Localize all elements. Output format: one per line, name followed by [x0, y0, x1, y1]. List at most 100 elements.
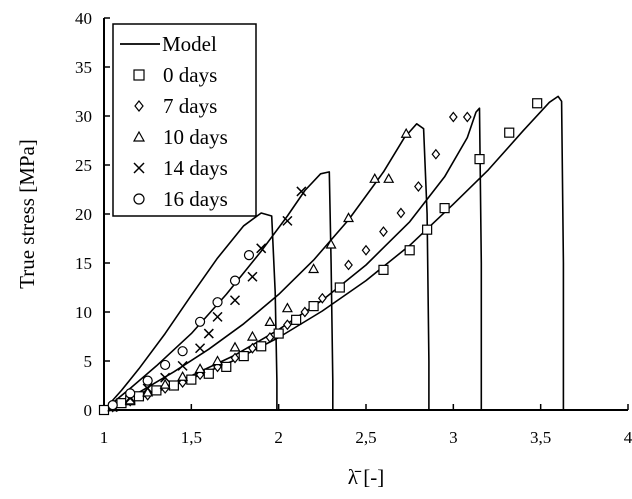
triangle-marker: [343, 212, 355, 223]
cross-marker: [256, 243, 267, 254]
square-marker: [186, 374, 197, 385]
cross-stroke: [177, 360, 188, 371]
triangle-marker: [308, 263, 320, 274]
diamond-marker: [431, 148, 441, 160]
circle-marker: [125, 388, 136, 399]
circle-marker: [142, 375, 153, 386]
cross-stroke: [195, 343, 206, 354]
cross-marker: [203, 328, 214, 339]
legend-label: 0 days: [163, 63, 217, 87]
cross-stroke: [229, 295, 241, 306]
square-marker: [532, 98, 543, 109]
cross-marker: [212, 311, 223, 322]
square-marker: [308, 301, 319, 312]
data-markers: [98, 98, 543, 416]
cross-stroke: [247, 271, 258, 282]
cross-stroke: [256, 243, 267, 254]
y-tick-label: 15: [75, 254, 92, 273]
circle-marker: [107, 400, 118, 411]
square-marker: [221, 361, 232, 372]
diamond-marker: [361, 244, 371, 256]
cross-marker: [247, 271, 258, 282]
cross-marker: [177, 360, 188, 371]
legend-box: [112, 23, 257, 217]
cross-marker: [296, 186, 307, 197]
x-tick-label: 1: [100, 428, 109, 447]
diamond-marker: [414, 181, 423, 193]
cross-marker: [133, 162, 145, 174]
x-tick-label: 3: [449, 428, 458, 447]
diamond-marker: [283, 319, 292, 331]
square-marker: [378, 264, 389, 275]
x-tick-label: 3,5: [530, 428, 551, 447]
square-marker: [98, 404, 110, 416]
y-tick-label: 20: [75, 205, 92, 224]
cross-stroke: [160, 372, 171, 383]
circle-marker: [194, 316, 206, 327]
diamond-marker: [396, 207, 406, 219]
square-marker: [291, 314, 302, 325]
y-axis-title: True stress [MPa]: [15, 139, 39, 289]
cross-stroke: [142, 383, 153, 394]
diamond-marker: [230, 352, 240, 364]
cross-marker: [195, 343, 206, 354]
cross-stroke: [282, 215, 293, 226]
square-marker: [422, 224, 433, 235]
cross-stroke: [203, 328, 214, 339]
diamond-marker: [344, 259, 353, 271]
diamond-marker: [265, 332, 275, 343]
square-marker: [504, 127, 515, 138]
legend-label: 14 days: [163, 156, 228, 180]
legend-label: 10 days: [163, 125, 228, 149]
circle-marker: [177, 346, 188, 357]
y-tick-label: 25: [75, 156, 92, 175]
y-tick-label: 10: [75, 303, 92, 322]
square-marker: [474, 154, 485, 165]
x-axis-title: λ̄ [-]: [348, 465, 384, 489]
diamond-marker: [379, 226, 388, 238]
circle-marker: [160, 359, 171, 371]
square-marker: [151, 385, 162, 396]
legend: Model 0 days 7 days 10 days 14 days 16 days: [112, 23, 257, 217]
diamond-marker: [248, 342, 257, 354]
x-tick-label: 4: [624, 428, 632, 447]
x-tick-label: 2,5: [355, 428, 376, 447]
triangle-marker: [369, 172, 381, 183]
square-marker: [133, 391, 145, 402]
legend-label: 7 days: [163, 94, 217, 118]
y-tick-label: 40: [75, 9, 92, 28]
cross-stroke: [212, 311, 223, 322]
cross-stroke: [296, 186, 307, 197]
circle-marker: [229, 275, 241, 286]
triangle-marker: [132, 130, 146, 142]
diamond-marker: [317, 292, 327, 304]
square-marker: [404, 245, 415, 256]
square-marker: [168, 380, 179, 391]
square-marker: [334, 282, 345, 293]
legend-label: Model: [162, 32, 217, 56]
diamond-marker: [134, 100, 144, 112]
circle-marker: [243, 250, 255, 261]
y-tick-label: 5: [84, 352, 93, 371]
triangle-marker: [383, 172, 395, 183]
diamond-marker: [462, 111, 472, 123]
triangle-marker: [325, 238, 337, 249]
diamond-marker: [448, 111, 458, 123]
square-marker: [133, 69, 145, 81]
triangle-marker: [229, 341, 241, 352]
circle-marker: [212, 297, 223, 308]
triangle-marker: [281, 302, 293, 313]
legend-label: 16 days: [163, 187, 228, 211]
circle-marker: [133, 193, 145, 205]
triangle-marker: [194, 363, 206, 374]
triangle-marker: [159, 378, 171, 389]
y-tick-label: 30: [75, 107, 92, 126]
triangle-marker: [400, 127, 412, 138]
x-tick-label: 1,5: [181, 428, 202, 447]
cross-marker: [229, 295, 241, 306]
square-marker: [273, 328, 284, 339]
cross-marker: [160, 372, 171, 383]
square-marker: [256, 341, 267, 352]
square-marker: [203, 368, 214, 379]
